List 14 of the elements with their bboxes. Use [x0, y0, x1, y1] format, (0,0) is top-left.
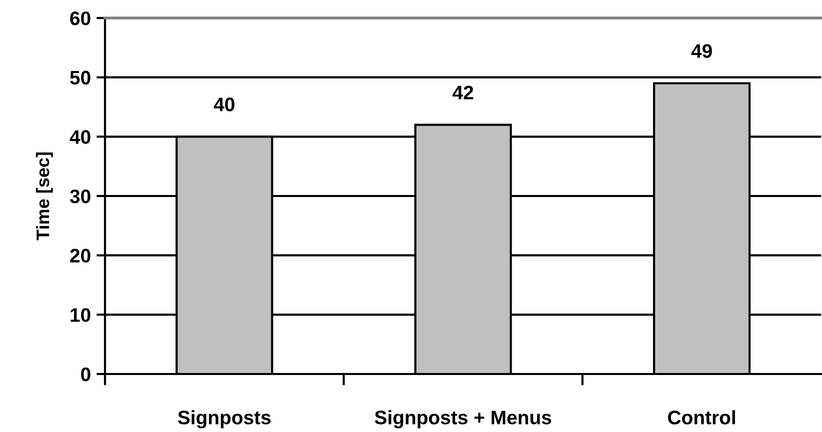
- x-tick-label: Control: [668, 410, 735, 424]
- x-tick-label: Signposts: [178, 410, 271, 428]
- y-tick-label: 0: [81, 367, 90, 382]
- data-label: 40: [214, 98, 234, 112]
- y-tick-label: 40: [70, 130, 90, 144]
- data-label: 42: [452, 86, 474, 100]
- y-tick-label: 20: [70, 248, 90, 263]
- y-tick-label: 10: [70, 308, 90, 322]
- data-label: 49: [691, 44, 712, 58]
- y-tick-label: 50: [70, 70, 90, 85]
- y-tick-label: 60: [70, 11, 90, 26]
- y-tick-label: 30: [70, 189, 90, 204]
- y-axis-title: Time [sec]: [36, 152, 53, 240]
- x-tick-label: Signposts + Menus: [374, 410, 552, 428]
